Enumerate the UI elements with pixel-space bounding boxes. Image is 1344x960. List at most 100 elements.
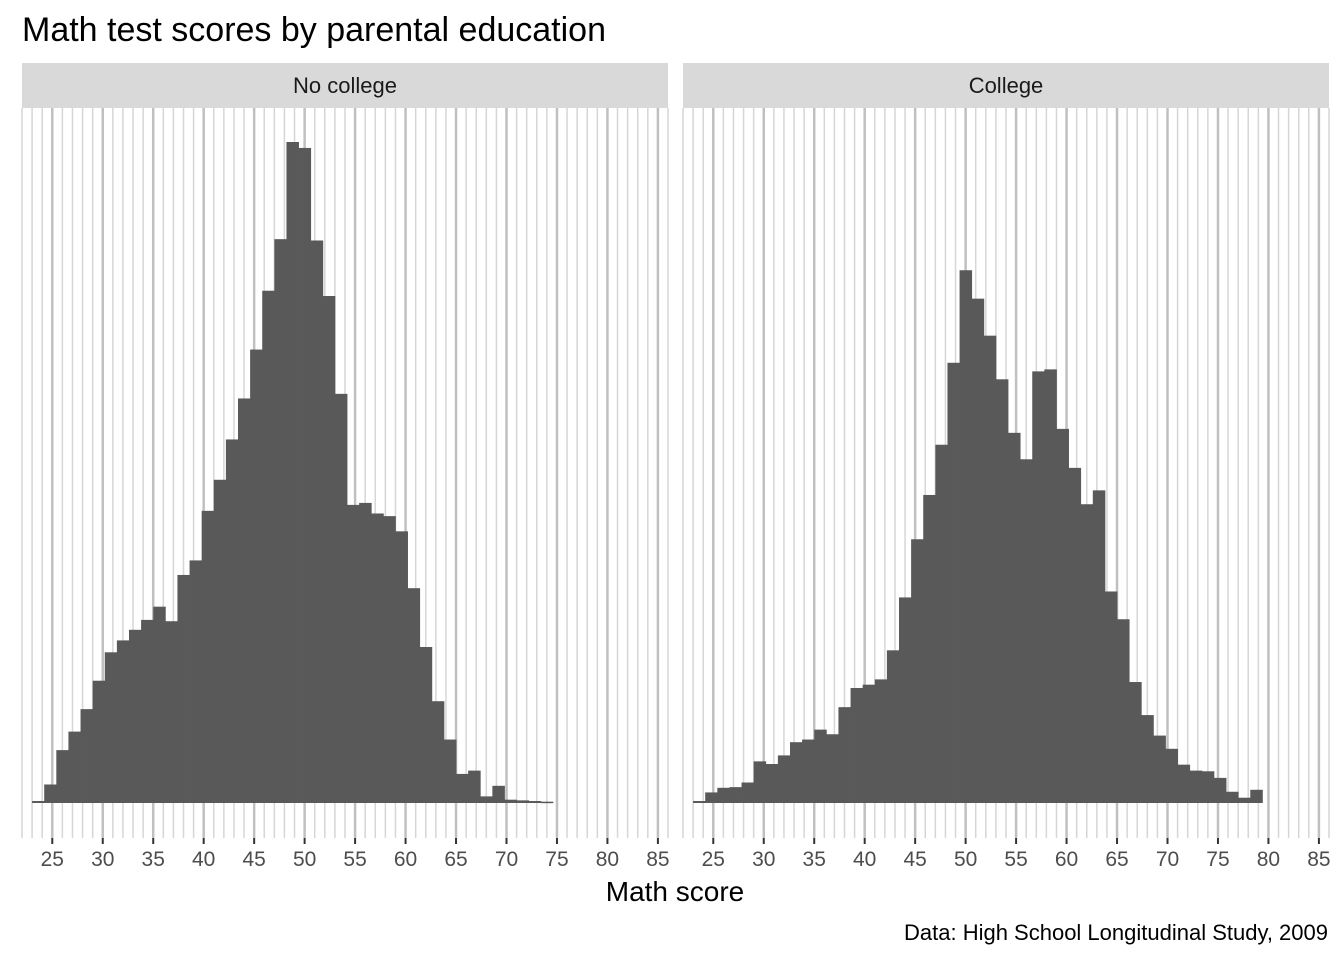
panel-no-college: No college 25 30 35 40 45 50 55 60 65 70 75 80 85 [21, 63, 670, 871]
histogram-bar [201, 510, 215, 803]
histogram-bar [693, 801, 706, 803]
histogram-bar [68, 731, 81, 803]
histogram-bar [286, 142, 299, 803]
histogram-bar [826, 734, 839, 803]
histogram-bar [1008, 432, 1021, 803]
histogram-bar [383, 516, 396, 803]
x-tick-label: 45 [903, 848, 926, 871]
histogram-bar [1044, 369, 1057, 803]
histogram-bar [516, 800, 530, 803]
histogram-bar [1226, 791, 1239, 803]
strip-background [683, 63, 1329, 108]
histogram-bar [777, 755, 791, 803]
histogram-bar [480, 796, 493, 803]
histogram-bar [1153, 735, 1166, 803]
x-tick-label: 55 [343, 848, 366, 871]
x-tick-label: 85 [1307, 848, 1330, 871]
histogram-bars [32, 142, 554, 804]
histogram-bar [1213, 777, 1227, 803]
histogram-bar [177, 574, 190, 803]
histogram-bar [528, 801, 542, 803]
histogram-bar [1250, 789, 1263, 803]
histogram-bar [1117, 619, 1130, 803]
histogram-bar [359, 502, 372, 803]
histogram-bar [1032, 371, 1045, 803]
histogram-bar [492, 785, 505, 803]
histogram-bar [238, 398, 251, 803]
histogram-bar [407, 588, 421, 803]
histogram-bar [274, 239, 287, 804]
histogram-bar [729, 787, 742, 803]
x-tick-label: 80 [596, 848, 619, 871]
histogram-bar [1165, 748, 1178, 803]
histogram-bar [995, 379, 1009, 803]
x-tick-label: 50 [954, 848, 977, 871]
x-axis-label: Math score [606, 876, 745, 907]
x-tick-label: 45 [242, 848, 265, 871]
histogram-bar [165, 621, 178, 803]
histogram-bar [56, 750, 69, 803]
histogram-bar [765, 764, 779, 803]
x-tick-label: 30 [91, 848, 114, 871]
x-tick-label: 25 [702, 848, 725, 871]
x-tick-label: 25 [41, 848, 64, 871]
x-tick-label: 35 [142, 848, 165, 871]
histogram-bar [540, 801, 554, 804]
histogram-bar [116, 640, 130, 803]
histogram-bar [814, 729, 827, 803]
histogram-bar [225, 439, 239, 803]
histogram-bar [802, 739, 815, 803]
histogram-bar [753, 761, 767, 803]
histogram-bar [80, 709, 94, 803]
histogram-bar [935, 444, 948, 803]
histogram-bar [789, 742, 803, 803]
histogram-bar [862, 684, 876, 803]
x-tick-label: 40 [192, 848, 215, 871]
x-tick-label: 60 [1055, 848, 1078, 871]
histogram-bars [693, 270, 1263, 803]
histogram-bar [886, 650, 900, 803]
histogram-bar [104, 652, 118, 803]
histogram-bar [1092, 490, 1106, 803]
x-tick-label: 80 [1257, 848, 1280, 871]
histogram-bar [1177, 764, 1191, 803]
x-tick-label: 75 [1206, 848, 1229, 871]
x-tick-label: 65 [1105, 848, 1128, 871]
histogram-bar [923, 494, 936, 803]
histogram-bar [32, 801, 45, 803]
x-axis-ticks: 25 30 35 40 45 50 55 60 65 70 75 80 85 [702, 838, 1331, 871]
histogram-bar [1104, 591, 1118, 803]
histogram-bar [419, 647, 433, 803]
histogram-bar [128, 629, 142, 803]
histogram-bar [298, 147, 312, 804]
x-tick-label: 50 [293, 848, 316, 871]
panel-college: College 25 30 35 40 45 50 55 60 65 70 75 80 85 [682, 63, 1331, 871]
histogram-bar [1080, 504, 1094, 803]
histogram-bar [153, 606, 166, 803]
histogram-bar [504, 799, 517, 803]
histogram-bar [947, 362, 960, 803]
histogram-bar [1238, 797, 1251, 803]
histogram-bar [141, 619, 154, 803]
x-tick-label: 30 [752, 848, 775, 871]
histogram-bar [838, 707, 851, 803]
x-tick-label: 75 [545, 848, 568, 871]
histogram-bar [1020, 459, 1033, 803]
histogram-bar [741, 782, 755, 803]
x-tick-label: 40 [853, 848, 876, 871]
histogram-bar [371, 513, 384, 803]
x-tick-label: 70 [1156, 848, 1179, 871]
histogram-bar [911, 539, 924, 803]
x-tick-label: 65 [444, 848, 467, 871]
histogram-bar [468, 770, 481, 803]
histogram-bar [213, 479, 227, 803]
chart-title: Math test scores by parental education [22, 11, 606, 49]
histogram-bar [189, 560, 203, 803]
histogram-bar [334, 393, 348, 803]
strip-background [22, 63, 668, 108]
histogram-bar [1129, 682, 1142, 803]
x-tick-label: 35 [803, 848, 826, 871]
histogram-bar [310, 240, 324, 803]
histogram-bar [959, 270, 973, 803]
